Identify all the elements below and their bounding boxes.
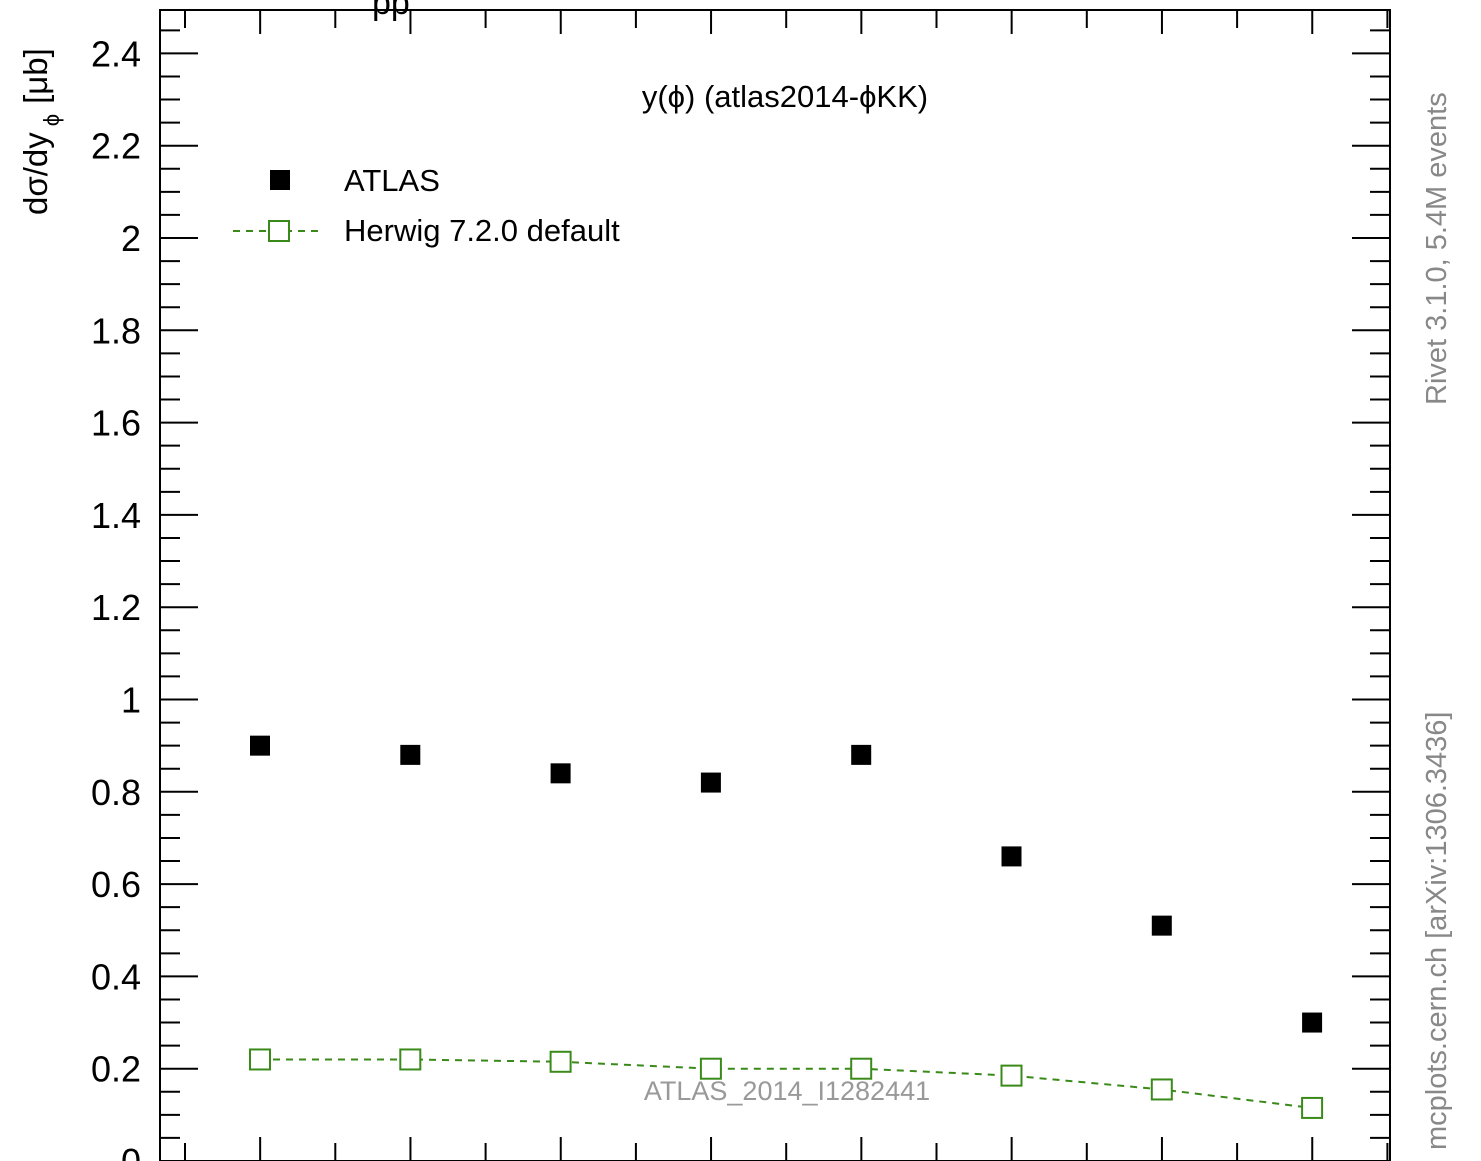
y-axis-label-unit: [μb] <box>17 48 54 104</box>
watermark: ATLAS_2014_I1282441 <box>644 1076 930 1106</box>
atlas-point <box>1001 846 1022 867</box>
side-label-top-group: Rivet 3.1.0, 5.4M events <box>1421 92 1453 405</box>
herwig-point <box>249 1048 271 1071</box>
y-tick-label: 2 <box>121 218 141 259</box>
herwig-point <box>699 1057 722 1080</box>
y-tick-label: 0.8 <box>91 772 141 813</box>
y-tick-label: 1.2 <box>91 587 141 628</box>
axis-ticks <box>160 10 1390 1161</box>
y-tick-label: 1.6 <box>91 403 141 444</box>
y-tick-label: 1.8 <box>91 310 141 351</box>
y-tick-label: 1.4 <box>91 495 141 536</box>
chart-title: y(ϕ) (atlas2014-ϕKK) <box>642 79 928 114</box>
y-tick-label: 0.6 <box>91 864 141 905</box>
herwig-point <box>1301 1096 1324 1119</box>
y-tick-label: 0.4 <box>91 956 141 997</box>
y-tick-label: 2.2 <box>91 126 141 167</box>
series-atlas <box>250 735 1323 1033</box>
legend-marker-atlas <box>270 170 290 190</box>
y-tick-label: 0.2 <box>91 1049 141 1090</box>
series-herwig <box>249 1048 1324 1119</box>
y-tick-label: 2.4 <box>91 33 141 74</box>
y-axis-label-sub: ϕ <box>39 114 64 126</box>
y-tick-label: 1 <box>121 680 141 721</box>
y-axis-label-main: dσ/dy <box>17 132 54 215</box>
y-tick-labels: 0 0.2 0.4 0.6 0.8 1 1.2 1.4 1.6 1.8 2 2.2 2.4 <box>91 33 141 1161</box>
herwig-point <box>549 1050 572 1073</box>
herwig-point <box>1000 1064 1023 1087</box>
atlas-point <box>700 772 721 793</box>
side-label-bottom: mcplots.cern.ch [arXiv:1306.3436] <box>1421 712 1453 1150</box>
y-axis-label: dσ/dy ϕ [μb] <box>17 48 64 215</box>
legend-label-herwig: Herwig 7.2.0 default <box>344 213 620 248</box>
legend-marker-herwig <box>268 220 290 242</box>
herwig-point <box>1150 1078 1173 1101</box>
herwig-point <box>399 1048 422 1071</box>
atlas-point <box>851 744 872 765</box>
svg-text:dσ/dyϕ[μb]: dσ/dy ϕ [μb] <box>17 48 64 215</box>
atlas-point <box>250 735 270 756</box>
side-label-bottom-group: mcplots.cern.ch [arXiv:1306.3436] <box>1421 712 1453 1150</box>
y-tick-label: 0 <box>121 1141 141 1161</box>
atlas-point <box>400 744 421 765</box>
legend: ATLAS Herwig 7.2.0 default <box>233 163 620 248</box>
legend-label-atlas: ATLAS <box>344 163 440 198</box>
atlas-point <box>1302 1012 1323 1033</box>
side-label-top: Rivet 3.1.0, 5.4M events <box>1421 92 1453 405</box>
herwig-point <box>850 1057 873 1080</box>
herwig-line <box>260 1058 1313 1109</box>
atlas-point <box>550 763 571 784</box>
atlas-point <box>1151 915 1172 936</box>
plot-frame <box>159 9 1391 1161</box>
